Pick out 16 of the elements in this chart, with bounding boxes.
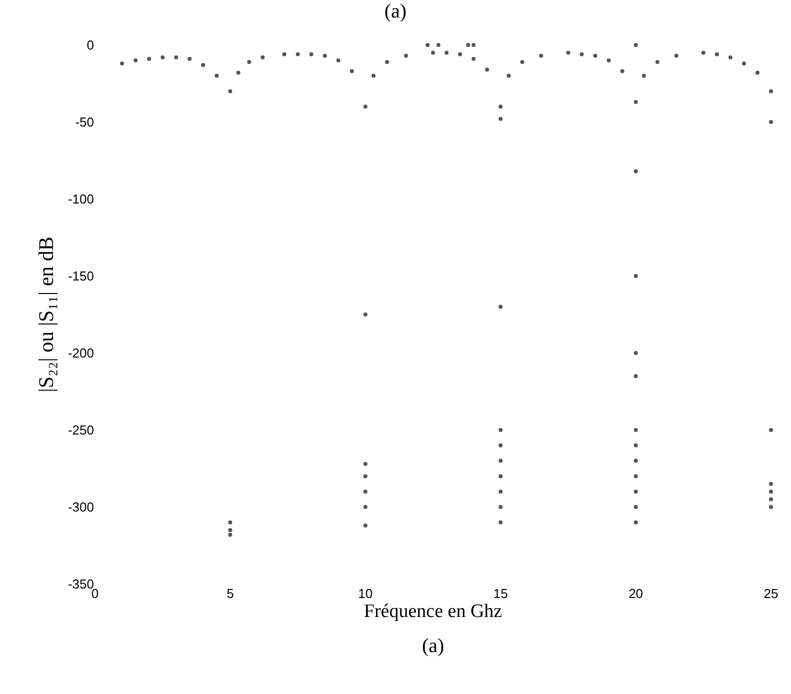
x-tick-label: 25 <box>764 586 778 601</box>
chart-title: (a) <box>384 0 407 22</box>
y-tick-label: -200 <box>68 346 94 361</box>
x-tick-label: 5 <box>226 586 234 601</box>
x-tick-label: 15 <box>493 586 508 601</box>
y-tick-label: -100 <box>68 192 94 207</box>
x-tick-label: 10 <box>358 586 373 601</box>
y-tick-label: 0 <box>86 38 94 53</box>
y-tick-label: -300 <box>68 500 94 515</box>
text: (a) <box>422 635 444 657</box>
y-tick-label: -50 <box>75 114 94 130</box>
x-tick-label: 20 <box>628 586 644 601</box>
y-tick-label: -250 <box>68 422 94 438</box>
y-axis-title: |S₂₂| ou |S₁₁| en dB <box>34 236 58 392</box>
x-axis-title: Fréquence en Ghz <box>364 601 502 622</box>
y-tick-label: -150 <box>68 268 94 284</box>
